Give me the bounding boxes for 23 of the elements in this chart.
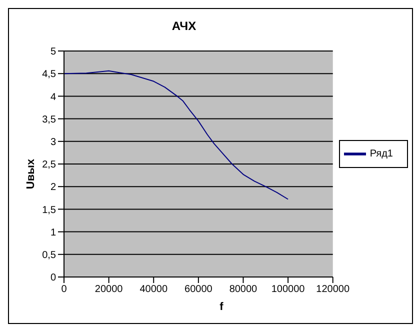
x-axis-title: f — [218, 301, 224, 313]
x-tick-label: 0 — [61, 284, 68, 296]
x-tick-label: 20000 — [94, 284, 124, 296]
chart-title: АЧХ — [170, 19, 198, 33]
y-tick-label: 2 — [50, 182, 56, 194]
x-tick-label: 40000 — [140, 284, 168, 296]
x-tick-label: 100000 — [271, 284, 306, 296]
x-tick-label: 80000 — [229, 284, 258, 296]
y-axis-title: Uвых — [25, 158, 37, 190]
y-tick-label: 4,5 — [42, 69, 56, 80]
line-series — [64, 70, 289, 200]
y-tick-label: 3 — [50, 136, 56, 148]
x-tick-label: 120000 — [316, 284, 350, 296]
y-tick-label: 5 — [50, 46, 56, 58]
y-tick-label: 0,5 — [42, 250, 56, 261]
y-tick-label: 2,5 — [42, 160, 56, 171]
legend-label: Ряд1 — [370, 148, 393, 160]
x-tick-label: 60000 — [184, 284, 213, 296]
y-tick-label: 4 — [50, 92, 56, 103]
y-tick-label: 0 — [50, 272, 56, 284]
y-tick-label: 1 — [50, 227, 56, 238]
y-tick-label: 1,5 — [42, 204, 56, 216]
y-tick-label: 3,5 — [42, 114, 56, 126]
